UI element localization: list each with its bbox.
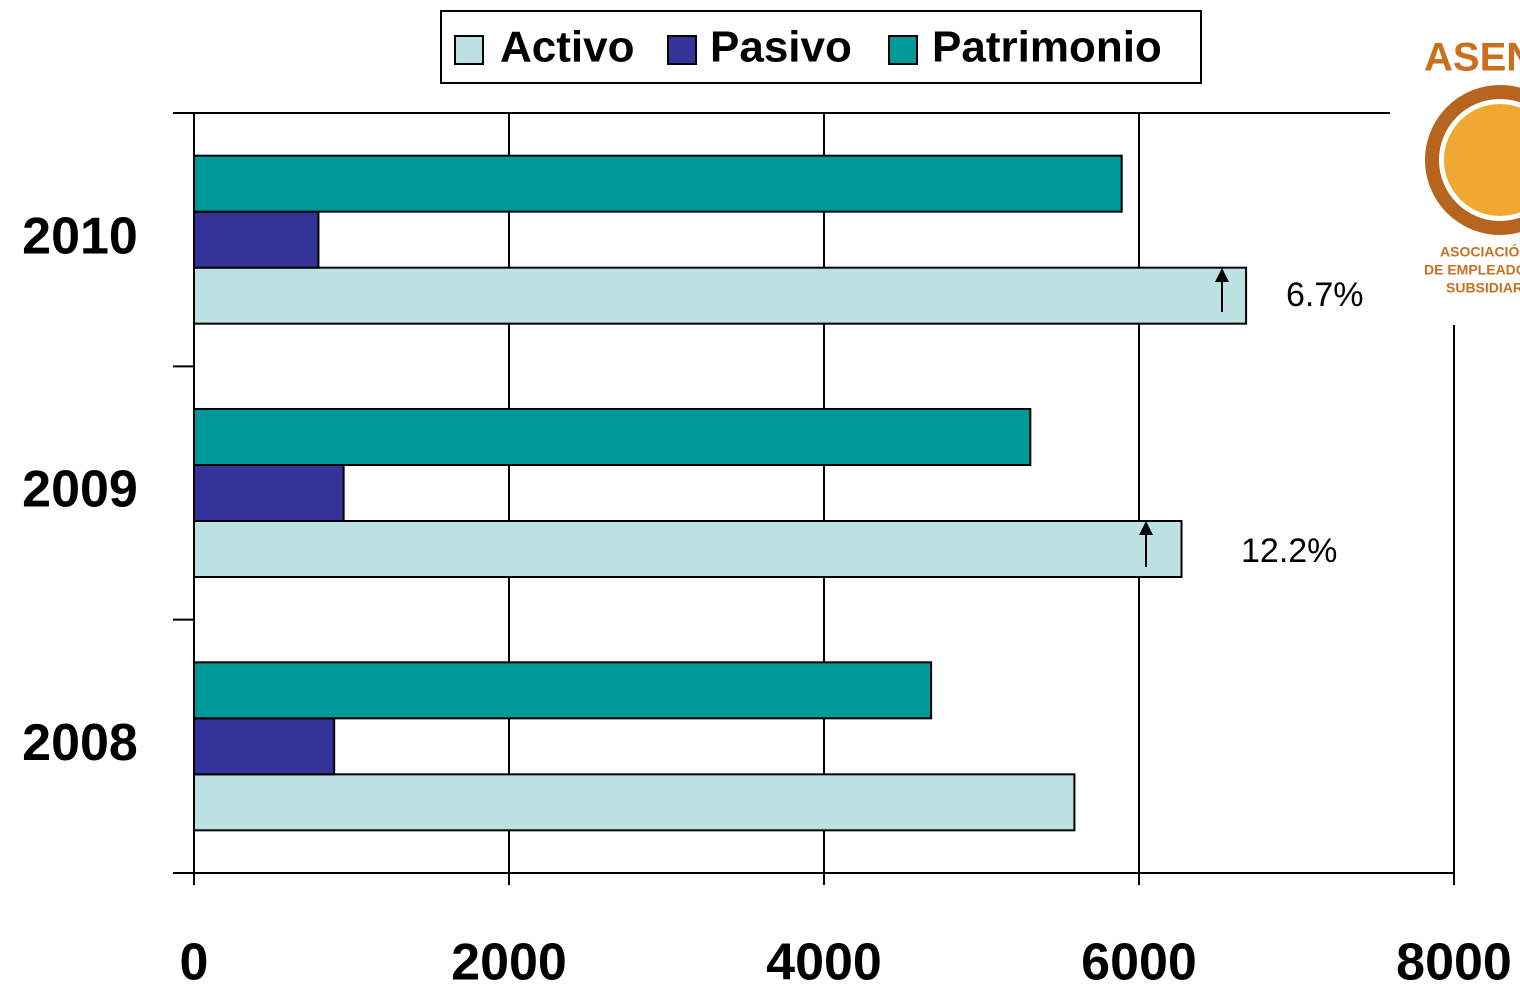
bar (193, 773, 1076, 832)
legend-swatch (454, 35, 484, 65)
bar (193, 661, 933, 720)
legend-box (440, 10, 1202, 84)
legend-label: Patrimonio (932, 23, 1162, 72)
annotation: 6.7% (1286, 276, 1364, 314)
y-tick-label: 2009 (22, 461, 138, 519)
x-tick-label: 8000 (1396, 934, 1512, 988)
legend-label: Activo (500, 23, 634, 72)
bar (193, 408, 1032, 466)
logo-line: DE EMPLEADOS (1424, 262, 1520, 278)
legend-label: Pasivo (710, 23, 852, 72)
logo: ASEN ASOCIACIÓN DE EMPLEADOS SUBSIDIARI (1424, 36, 1520, 296)
bar (193, 520, 1183, 578)
x-tick-label: 0 (180, 934, 209, 988)
y-tick-label: 2008 (22, 714, 138, 772)
x-tick-label: 6000 (1081, 934, 1197, 988)
x-tick-label: 4000 (766, 934, 882, 988)
arrow-head (1215, 268, 1229, 282)
logo-ring (1425, 85, 1520, 235)
bar (193, 154, 1123, 213)
logo-name: ASEN (1424, 36, 1520, 80)
bar (193, 464, 345, 522)
bar (193, 717, 336, 776)
legend-swatch (667, 35, 697, 65)
annotation: 12.2% (1241, 532, 1337, 570)
x-tick-label: 2000 (451, 934, 567, 988)
logo-line: ASOCIACIÓN (1440, 243, 1520, 260)
bar (193, 266, 1248, 325)
legend-swatch (888, 35, 918, 65)
logo-line: SUBSIDIARI (1446, 280, 1520, 296)
logo-disc (1444, 104, 1520, 216)
y-tick-label: 2010 (22, 207, 138, 265)
arrow-head (1139, 521, 1153, 535)
bar (193, 210, 320, 269)
